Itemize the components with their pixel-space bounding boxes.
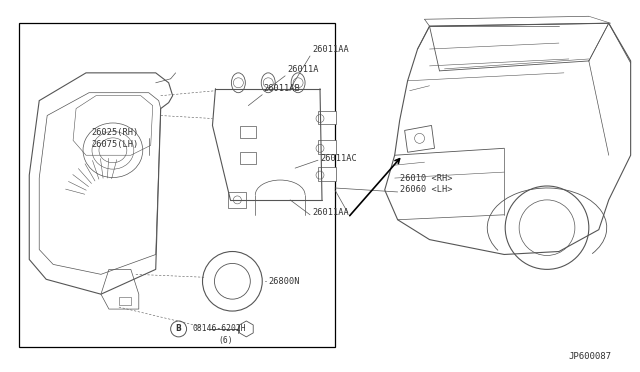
Bar bbox=[241, 152, 256, 164]
Bar bbox=[318, 110, 336, 125]
Text: 08146-6202H: 08146-6202H bbox=[193, 324, 246, 333]
Text: B: B bbox=[176, 324, 182, 333]
Bar bbox=[19, 23, 335, 347]
Text: 26011AC: 26011AC bbox=[320, 154, 356, 163]
Bar bbox=[318, 167, 336, 181]
Text: (6): (6) bbox=[218, 336, 233, 345]
Text: 26025(RH): 26025(RH) bbox=[91, 128, 138, 137]
Bar bbox=[228, 192, 246, 208]
Text: 26010 <RH>: 26010 <RH> bbox=[399, 174, 452, 183]
Bar bbox=[318, 140, 336, 154]
Text: JP600087: JP600087 bbox=[569, 352, 612, 361]
Text: 26011AB: 26011AB bbox=[263, 84, 300, 93]
Bar bbox=[241, 126, 256, 138]
Text: 26800N: 26800N bbox=[268, 277, 300, 286]
Text: 26011AA: 26011AA bbox=[312, 208, 349, 217]
Text: 26011A: 26011A bbox=[287, 65, 319, 74]
Bar bbox=[119, 297, 131, 305]
Text: 26011AA: 26011AA bbox=[312, 45, 349, 54]
Text: 26060 <LH>: 26060 <LH> bbox=[399, 186, 452, 195]
Text: 26075(LH): 26075(LH) bbox=[91, 140, 138, 149]
